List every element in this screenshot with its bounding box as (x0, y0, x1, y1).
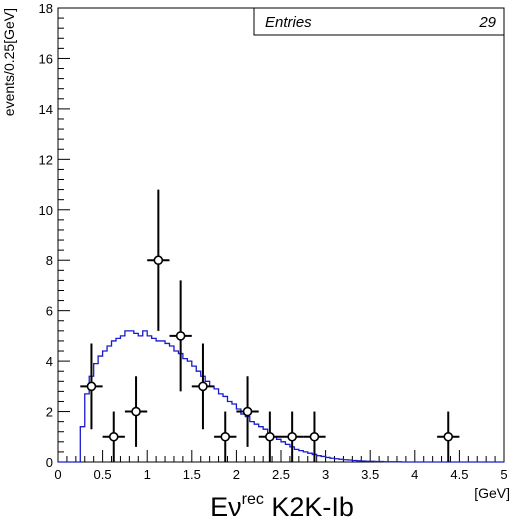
data-marker (242, 406, 253, 417)
data-point (80, 343, 103, 430)
data-point (147, 189, 170, 331)
data-point (214, 411, 237, 462)
x-axis-unit-label: [GeV] (474, 485, 510, 501)
stats-box: Entries 29 (253, 7, 505, 36)
stats-box-frame (253, 7, 505, 36)
y-axis-tick-labels: 0 2 4 6 8 10 12 14 16 18 (39, 1, 53, 470)
x-axis-tick-labels: 0 0.5 1 1.5 2 2.5 3 3.5 4 4.5 5 (54, 467, 507, 482)
x-axis-title-main: Eν (210, 492, 242, 522)
data-marker (131, 406, 141, 417)
y-tick-label: 2 (46, 405, 53, 420)
x-axis-title-superscript: rec (242, 491, 264, 508)
data-points (80, 189, 460, 462)
data-marker (175, 331, 186, 341)
data-point (124, 376, 148, 447)
x-tick-label: 0 (54, 467, 61, 482)
data-marker (86, 381, 97, 392)
x-axis-ticks (57, 450, 505, 462)
data-marker (108, 431, 119, 442)
x-tick-label: 4.5 (450, 467, 468, 482)
x-axis-title-tail: K2K-Ib (264, 492, 354, 522)
x-tick-label: 5 (500, 467, 507, 482)
data-point (236, 376, 259, 447)
x-tick-label: 1.5 (183, 467, 201, 482)
y-tick-label: 4 (46, 354, 53, 369)
data-point (102, 411, 125, 462)
x-tick-label: 3.5 (361, 467, 379, 482)
y-tick-label: 6 (46, 304, 53, 319)
x-tick-label: 2 (233, 467, 240, 482)
data-point (169, 280, 192, 392)
data-marker (309, 431, 320, 442)
data-marker (265, 431, 275, 442)
data-marker (220, 431, 231, 442)
x-tick-label: 2.5 (272, 467, 290, 482)
x-tick-label: 3 (322, 467, 329, 482)
data-marker (443, 431, 454, 442)
y-tick-label: 18 (39, 1, 53, 16)
y-axis-ticks (58, 7, 70, 463)
x-tick-label: 0.5 (94, 467, 112, 482)
data-marker (287, 431, 297, 442)
data-point (281, 411, 304, 462)
y-tick-label: 14 (39, 102, 53, 117)
data-point (303, 411, 326, 462)
y-tick-label: 12 (39, 152, 53, 167)
data-point (258, 411, 281, 462)
data-point (191, 343, 215, 430)
x-tick-label: 1 (144, 467, 151, 482)
y-axis-label: events/0.25[GeV] (1, 8, 17, 116)
y-tick-label: 16 (39, 51, 53, 66)
y-tick-label: 8 (46, 253, 53, 268)
data-marker (198, 381, 208, 392)
mc-histogram-line (58, 330, 504, 463)
y-tick-label: 10 (39, 203, 53, 218)
y-tick-label: 0 (46, 455, 53, 470)
data-point (437, 411, 460, 462)
x-tick-label: 4 (411, 467, 418, 482)
stats-entries-value: 29 (478, 14, 496, 31)
data-marker (153, 255, 164, 266)
stats-entries-label: Entries (265, 14, 312, 31)
x-axis-title: Eνrec K2K-Ib (210, 491, 354, 522)
